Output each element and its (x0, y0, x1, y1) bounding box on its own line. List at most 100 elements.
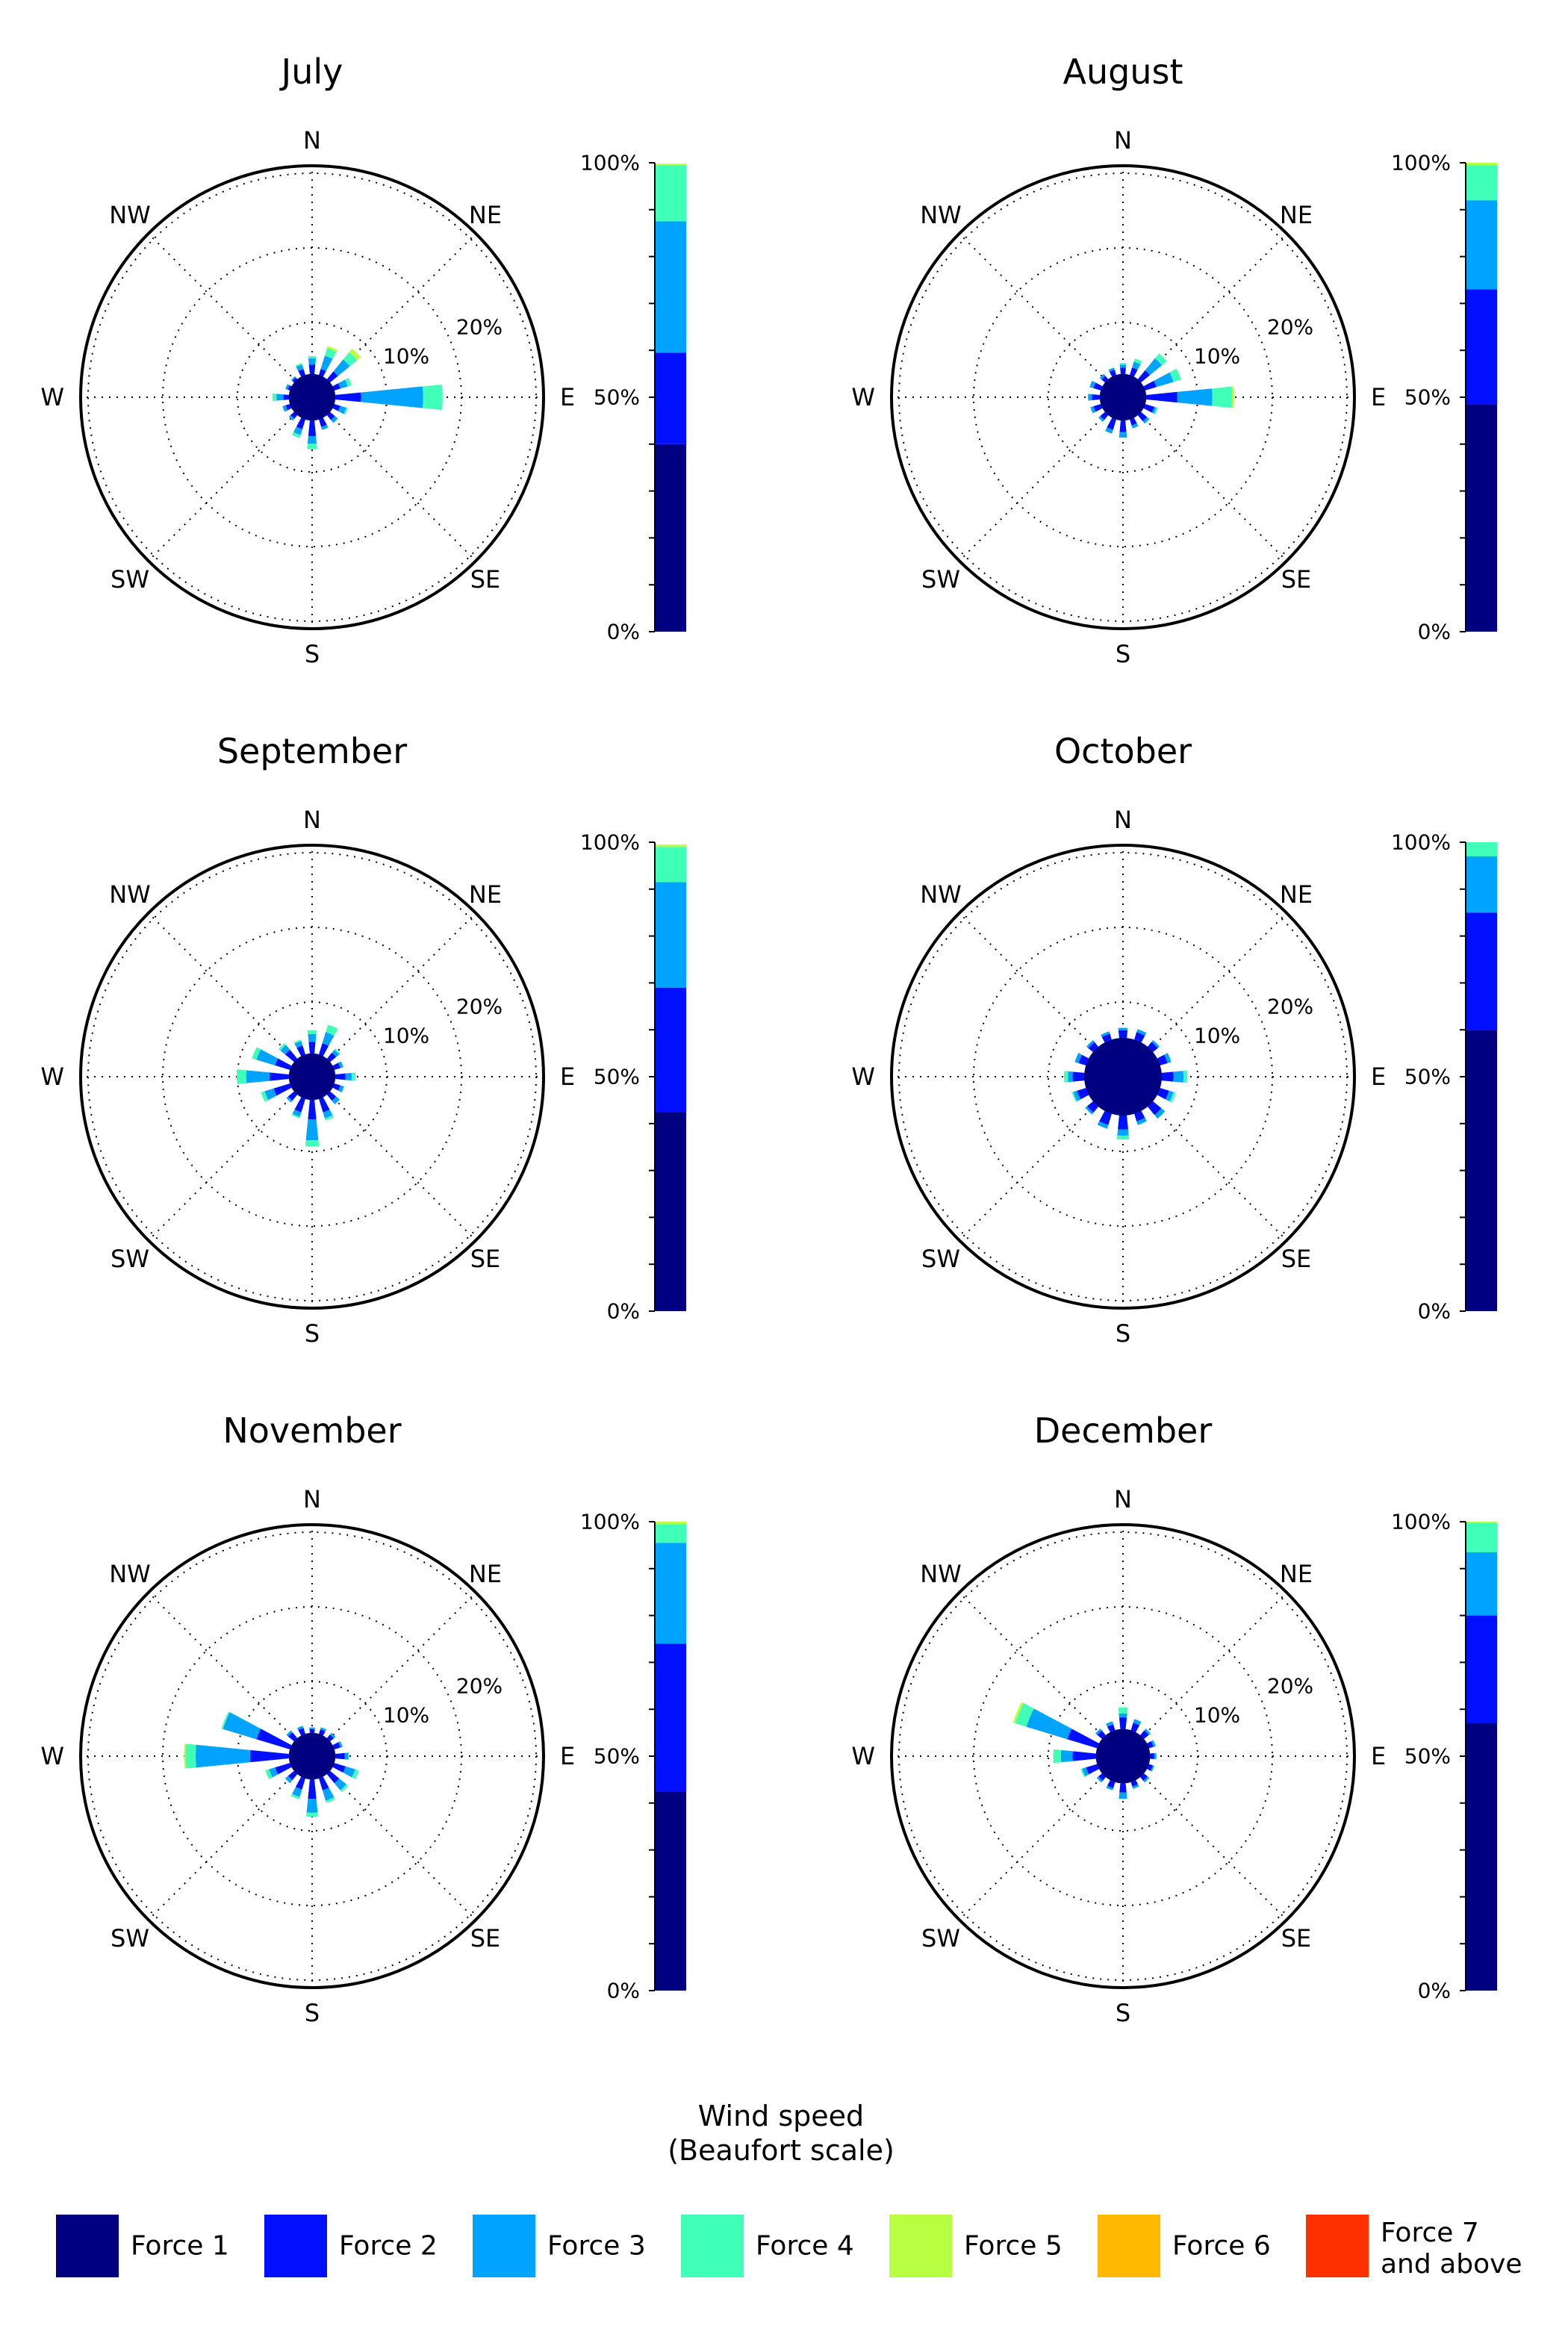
direction-label: N (1114, 1485, 1132, 1513)
rose-wedge (329, 1732, 336, 1739)
grid-spoke (311, 396, 476, 561)
rose-wedge (296, 1045, 305, 1057)
rose-wedge (308, 358, 317, 365)
month-panel: December 10% 20% N NE E SE S SW W NW 0% 50% 100% (851, 1410, 1497, 2027)
rose-wedge (319, 1729, 326, 1736)
legend: Wind speed(Beaufort scale) Force 1 Force 2… (56, 2100, 1522, 2280)
direction-label: SW (921, 1245, 960, 1273)
rose-wedge (320, 355, 333, 372)
rose-wedge (296, 416, 306, 429)
direction-label: S (1116, 1319, 1130, 1348)
rose-wedge (256, 1049, 279, 1065)
rose-wedge (343, 352, 358, 367)
rose-wedge (1134, 1110, 1145, 1121)
rose-wedge (276, 393, 284, 401)
rose-wedge (319, 1776, 329, 1791)
rose-wedge (1063, 1071, 1068, 1083)
direction-label: SE (470, 1924, 501, 1953)
ring-label: 10% (383, 344, 429, 369)
rose-wedge (361, 386, 423, 408)
rose-wedge (1012, 1702, 1024, 1724)
grid-spoke (1122, 1592, 1287, 1757)
rose-wedge (273, 1083, 292, 1096)
rose-wedge (1107, 417, 1116, 430)
rose-wedge (1099, 1110, 1112, 1125)
rose-wedge (332, 1083, 340, 1091)
grid-spoke (959, 396, 1124, 561)
rose-wedge (292, 432, 301, 438)
distribution-segment (655, 1522, 686, 1525)
legend-label: Force 6 (1172, 2231, 1271, 2262)
rose-wedge (1015, 1702, 1034, 1727)
bar-tick-label: 100% (580, 151, 640, 175)
rose-wedge (292, 377, 299, 384)
rose-wedge (295, 1776, 305, 1790)
rose-wedge (256, 1729, 292, 1749)
rose-wedge (333, 359, 350, 376)
rose-wedge (285, 384, 290, 391)
rose-wedge (308, 355, 317, 359)
bar-tick-label: 50% (1404, 1065, 1451, 1089)
rose-wedge (1072, 1751, 1096, 1761)
direction-label: N (1114, 806, 1132, 834)
rose-wedge (319, 1097, 330, 1113)
rose-wedge (278, 1042, 287, 1051)
rose-wedge (1143, 1776, 1150, 1783)
rose-wedge (292, 1110, 302, 1117)
direction-label: NE (469, 1560, 502, 1588)
rose-wedge (1118, 1707, 1128, 1714)
legend-label: Force 4 (756, 2231, 854, 2262)
rose-wedge (1142, 417, 1150, 424)
rose-wedge (1067, 1729, 1099, 1749)
ring-label: 10% (1194, 1703, 1240, 1728)
calm-core (1099, 373, 1147, 421)
rose-wedge (1148, 1101, 1162, 1116)
rose-wedge (1119, 432, 1127, 438)
rose-wedge (322, 1032, 335, 1046)
rose-wedge (1231, 386, 1234, 408)
distribution-segment (655, 847, 686, 883)
outer-circle (890, 844, 1356, 1310)
rose-wedge (345, 378, 352, 387)
ring-label: 10% (383, 1703, 429, 1728)
direction-label: SE (1281, 1245, 1312, 1273)
grid-spoke (959, 233, 1124, 398)
grid-spoke (1122, 396, 1287, 561)
rose-wedge (223, 1712, 261, 1740)
rose-wedge (290, 1793, 300, 1799)
panel-title: October (1054, 731, 1192, 771)
rose-wedge (1093, 404, 1103, 412)
legend-swatch (264, 2215, 327, 2277)
rose-wedge (221, 1711, 230, 1729)
legend-swatch (56, 2215, 119, 2277)
distribution-segment (1466, 200, 1497, 290)
rose-wedge (1101, 1031, 1110, 1037)
calm-core (288, 1053, 336, 1101)
rose-wedge (287, 1770, 298, 1781)
rose-wedge (286, 1096, 293, 1103)
rose-wedge (282, 405, 287, 412)
rose-wedge (1053, 1749, 1062, 1764)
direction-label: E (560, 1742, 575, 1770)
rose-wedge (284, 1776, 293, 1784)
legend-title: Wind speed (698, 2100, 864, 2132)
rose-wedge (1104, 427, 1113, 434)
rose-wedge (283, 394, 291, 400)
rose-wedge (1212, 386, 1232, 408)
rose-wedge (246, 1070, 270, 1083)
rose-wedge (295, 363, 302, 367)
direction-label: S (1116, 1999, 1130, 2027)
rose-wedge (326, 1797, 335, 1803)
panel-title: December (1034, 1410, 1213, 1451)
rose-wedge (337, 1061, 343, 1068)
rose-wedge (1143, 380, 1157, 391)
month-panel: August 10% 20% N NE E SE S SW W NW 0% 50% 100% (851, 52, 1497, 668)
rose-wedge (309, 1729, 315, 1733)
rose-wedge (1090, 406, 1096, 414)
outer-circle (79, 1523, 545, 1989)
bar-tick-label: 100% (580, 1510, 640, 1534)
direction-label: W (40, 1063, 64, 1091)
distribution-segment (655, 164, 686, 166)
direction-label: SE (1281, 565, 1312, 594)
direction-label: SE (1281, 1924, 1312, 1953)
